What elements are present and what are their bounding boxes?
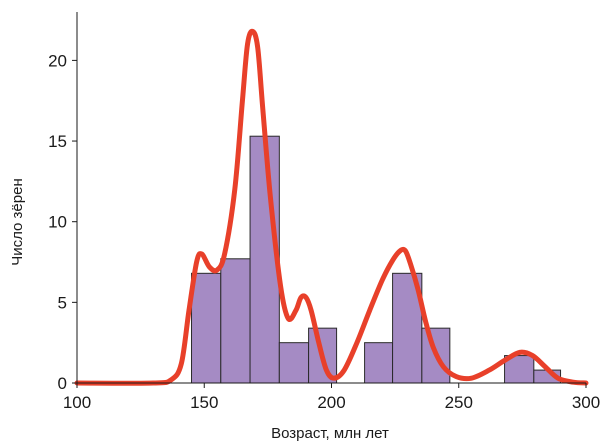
y-tick-label-15: 15	[48, 132, 67, 151]
density-curve	[74, 28, 589, 386]
histogram-bar-1	[191, 272, 222, 384]
y-tick-label-5: 5	[58, 293, 67, 312]
y-tick-label-20: 20	[48, 51, 67, 70]
x-tick-label-100: 100	[63, 393, 91, 412]
histogram-bar-4	[278, 342, 310, 384]
histogram-bar-2	[220, 258, 251, 384]
x-axis-title: Возраст, млн лет	[271, 425, 389, 442]
y-axis-ticks: 0 5 10 15 20	[48, 51, 77, 393]
y-axis-title: Число зёрен	[9, 178, 26, 266]
histogram-bar-3	[249, 135, 280, 384]
histogram-bar-6	[364, 342, 394, 384]
x-tick-label-150: 150	[190, 393, 218, 412]
x-tick-label-300: 300	[572, 393, 600, 412]
x-axis-ticks: 100 150 200 250 300	[63, 383, 600, 412]
y-tick-label-10: 10	[48, 213, 67, 232]
y-tick-label-0: 0	[58, 374, 67, 393]
x-tick-label-250: 250	[445, 393, 473, 412]
x-tick-label-200: 200	[317, 393, 345, 412]
histogram-bars	[191, 135, 562, 384]
